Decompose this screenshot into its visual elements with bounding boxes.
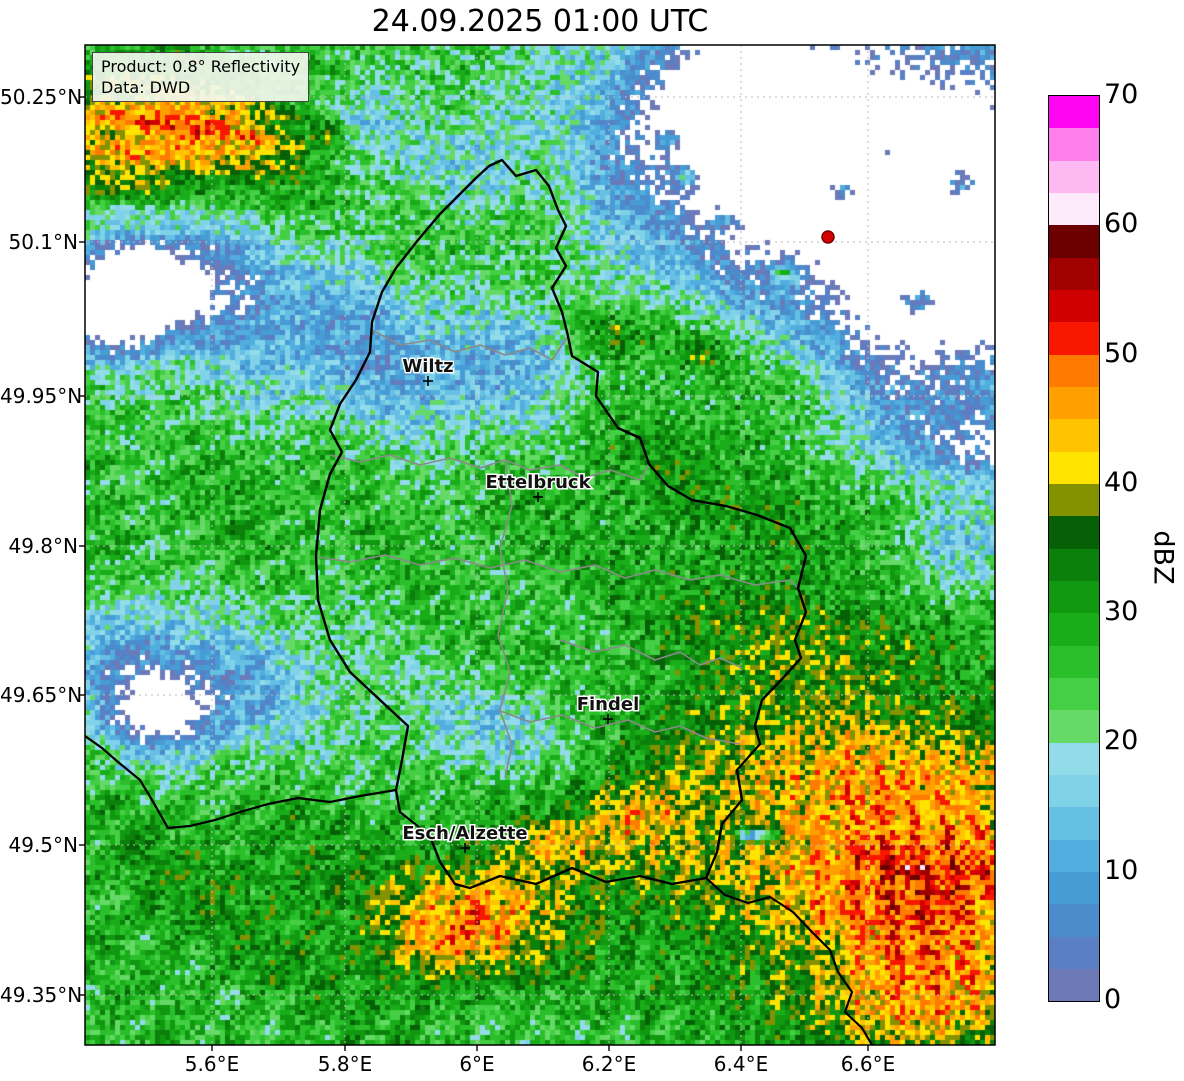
colorbar-segment	[1049, 257, 1099, 290]
colorbar-tick-label: 10	[1104, 854, 1139, 886]
data-source-line: Data: DWD	[101, 78, 191, 97]
colorbar-segment	[1049, 645, 1099, 678]
colorbar	[1048, 95, 1100, 1002]
colorbar-segment	[1049, 904, 1099, 937]
colorbar-segment	[1049, 613, 1099, 646]
colorbar-tick-label: 20	[1104, 725, 1139, 757]
lat-tick-label: 49.5°N	[8, 833, 79, 857]
colorbar-segment	[1049, 354, 1099, 387]
colorbar-segment	[1049, 936, 1099, 969]
colorbar-tick-label: 30	[1104, 596, 1139, 628]
lon-tick-label: 5.6°E	[184, 1052, 240, 1076]
radar-reflectivity-canvas	[85, 45, 995, 1045]
colorbar-segment	[1049, 580, 1099, 614]
product-line: Product: 0.8° Reflectivity	[101, 57, 301, 76]
lat-tick-label: 49.95°N	[0, 384, 83, 408]
colorbar-segment	[1049, 839, 1099, 872]
lat-tick-label: 49.65°N	[0, 683, 83, 707]
colorbar-segment	[1049, 710, 1099, 743]
colorbar-tick-label: 70	[1104, 79, 1139, 110]
colorbar-tick-label: 50	[1104, 337, 1139, 369]
figure-title: 24.09.2025 01:00 UTC	[371, 4, 709, 39]
colorbar-segment	[1049, 483, 1099, 517]
colorbar-segment	[1049, 742, 1099, 775]
colorbar-segment	[1049, 548, 1099, 581]
colorbar-segment	[1049, 322, 1099, 355]
lon-tick-label: 6.2°E	[581, 1052, 637, 1076]
colorbar-segment	[1049, 160, 1099, 193]
colorbar-segment	[1049, 192, 1099, 226]
lat-tick-label: 49.35°N	[0, 983, 83, 1007]
colorbar-segment	[1049, 516, 1099, 549]
lat-tick-label: 49.8°N	[8, 534, 79, 558]
colorbar-unit-label: dBZ	[1147, 530, 1179, 585]
colorbar-tick-label: 60	[1104, 208, 1139, 240]
colorbar-segment	[1049, 128, 1099, 161]
product-info-box: Product: 0.8° Reflectivity Data: DWD	[92, 52, 310, 102]
lat-tick-label: 50.25°N	[0, 85, 83, 109]
colorbar-segment	[1049, 419, 1099, 452]
colorbar-segment	[1049, 807, 1099, 840]
colorbar-segment	[1049, 386, 1099, 420]
colorbar-tick-label: 40	[1104, 466, 1139, 498]
colorbar-segment	[1049, 774, 1099, 808]
colorbar-segment	[1049, 96, 1099, 129]
colorbar-segment	[1049, 677, 1099, 711]
lon-tick-label: 6.6°E	[840, 1052, 896, 1076]
colorbar-segment	[1049, 871, 1099, 905]
colorbar-segment	[1049, 225, 1099, 258]
lat-tick-label: 50.1°N	[8, 230, 79, 254]
colorbar-tick-label: 0	[1104, 984, 1122, 1015]
colorbar-segment	[1049, 451, 1099, 484]
colorbar-segment	[1049, 289, 1099, 323]
colorbar-segment	[1049, 968, 1099, 1002]
lon-tick-label: 6.4°E	[713, 1052, 769, 1076]
lon-tick-label: 6°E	[459, 1052, 495, 1076]
lon-tick-label: 5.8°E	[317, 1052, 373, 1076]
